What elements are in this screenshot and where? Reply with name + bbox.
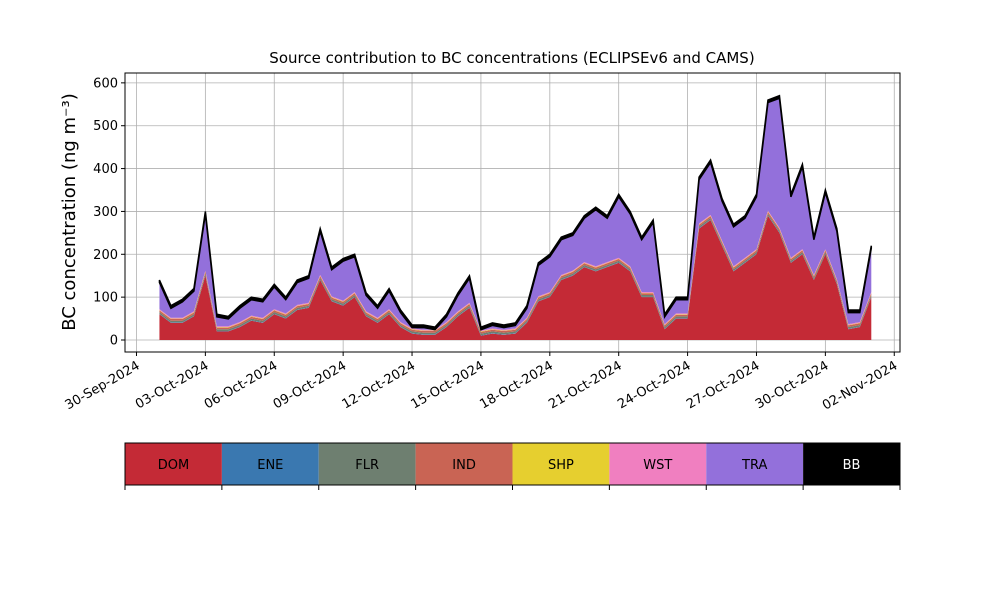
x-tick-label: 09-Oct-2024 xyxy=(271,358,349,412)
legend-swatch xyxy=(125,443,222,485)
legend-frame xyxy=(124,442,901,486)
legend-label: SHP xyxy=(548,458,574,473)
y-axis-label: BC concentration (ng m⁻³) xyxy=(59,93,80,331)
plot-frame xyxy=(124,72,901,353)
legend-label: BB xyxy=(843,458,861,473)
y-tick-label: 0 xyxy=(110,334,118,349)
chart-title: Source contribution to BC concentrations… xyxy=(269,49,754,67)
x-tick-label: 06-Oct-2024 xyxy=(202,358,280,412)
x-tick-label: 12-Oct-2024 xyxy=(340,358,418,412)
x-tick-label: 24-Oct-2024 xyxy=(615,358,693,412)
y-tick-label: 100 xyxy=(93,291,118,306)
x-tick-label: 15-Oct-2024 xyxy=(409,358,487,412)
legend-label: DOM xyxy=(158,458,189,473)
x-tick-label: 03-Oct-2024 xyxy=(133,358,211,412)
legend-label: IND xyxy=(452,458,476,473)
area xyxy=(159,215,872,340)
x-tick-label: 30-Oct-2024 xyxy=(753,358,831,412)
area xyxy=(158,94,873,331)
x-tick-label: 18-Oct-2024 xyxy=(477,358,555,412)
legend-swatch xyxy=(318,443,416,485)
legend-swatch xyxy=(609,443,707,485)
legend-swatch xyxy=(415,443,513,485)
y-tick-label: 200 xyxy=(93,248,118,263)
legend-swatch xyxy=(803,443,900,485)
x-tick-label: 02-Nov-2024 xyxy=(820,358,900,413)
area xyxy=(159,98,872,331)
legend-label: WST xyxy=(643,458,672,473)
legend-label: TRA xyxy=(741,458,767,473)
x-tick-label: 27-Oct-2024 xyxy=(684,358,762,412)
legend-swatch xyxy=(706,443,804,485)
legend-swatch xyxy=(221,443,319,485)
y-tick-label: 500 xyxy=(93,119,118,134)
legend-label: FLR xyxy=(355,458,379,473)
y-tick-label: 400 xyxy=(93,162,118,177)
y-tick-label: 300 xyxy=(93,205,118,220)
x-tick-label: 21-Oct-2024 xyxy=(546,358,624,412)
legend-label: ENE xyxy=(257,458,283,473)
legend-swatch xyxy=(512,443,610,485)
y-tick-label: 600 xyxy=(93,76,118,91)
x-tick-label: 30-Sep-2024 xyxy=(63,358,143,413)
